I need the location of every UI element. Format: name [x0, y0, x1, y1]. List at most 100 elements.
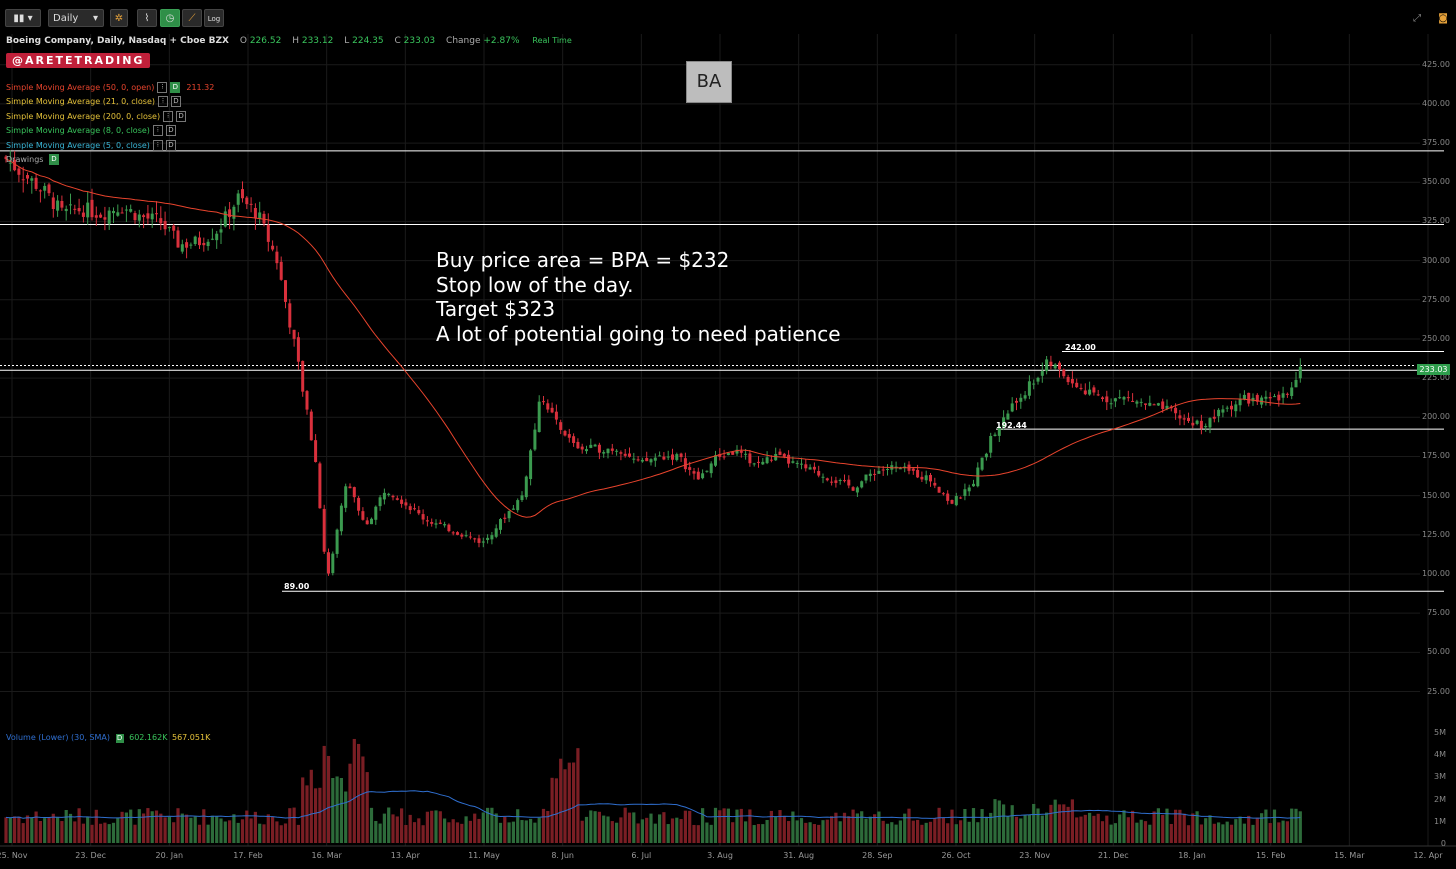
candle-body	[430, 522, 434, 524]
candle-body	[649, 459, 653, 463]
volume-bar	[821, 820, 825, 843]
candle-body	[997, 426, 1001, 436]
volume-bar	[464, 816, 468, 843]
candle-body	[701, 473, 705, 479]
volume-bar	[176, 808, 180, 843]
candle-body	[1113, 398, 1117, 402]
expand-icon[interactable]: ⤢	[1413, 13, 1422, 24]
close-value: 233.03	[403, 36, 436, 46]
volume-bar	[584, 816, 589, 843]
camera-icon[interactable]: ◙	[1438, 13, 1448, 24]
legend-menu-button[interactable]: ⁝	[152, 125, 163, 137]
settings-button[interactable]: ✲	[110, 9, 128, 27]
volume-bar	[451, 819, 455, 843]
legend-toggle-button[interactable]: D	[165, 139, 176, 151]
level-lines	[0, 150, 1444, 592]
candle-body	[1088, 389, 1092, 395]
candle-body	[185, 242, 189, 248]
legend-menu-button[interactable]: ⁝	[157, 82, 168, 93]
clock-button[interactable]: ◷	[160, 9, 180, 27]
price-tick-label: 50.00	[1427, 647, 1450, 657]
volume-bar	[666, 824, 670, 843]
legend-menu-button[interactable]: ⁝	[152, 139, 163, 151]
candle-body	[1015, 400, 1018, 403]
candle-body	[675, 454, 679, 460]
indicator-button[interactable]: ⌇	[137, 9, 157, 27]
volume-bar	[567, 762, 571, 843]
volume-bar	[1174, 809, 1178, 843]
candle-body	[748, 453, 752, 464]
volume-bar	[473, 813, 477, 843]
candle-body	[817, 471, 821, 476]
volume-ma-line	[5, 790, 1301, 819]
date-tick-label: 31. Aug	[783, 851, 815, 860]
symbol-title: Boeing Company, Daily, Nasdaq + Cboe BZX	[6, 36, 229, 46]
legend-toggle-button[interactable]: D	[170, 82, 181, 93]
legend-label: Simple Moving Average (200, 0, close)	[6, 111, 161, 121]
volume-bar	[954, 824, 958, 843]
volume-bar	[425, 811, 429, 843]
volume-tick-label: 4M	[1434, 750, 1446, 760]
volume-bar	[56, 817, 60, 843]
volume-bar	[1156, 808, 1160, 843]
volume-bar	[1053, 799, 1057, 843]
volume-bar	[662, 812, 666, 843]
candle-body	[262, 213, 266, 224]
volume-bar	[430, 810, 434, 843]
drawings-toggle[interactable]: D	[48, 154, 59, 165]
candle-body	[1161, 401, 1165, 409]
volume-toggle[interactable]: D	[115, 734, 124, 743]
candle-body	[1191, 422, 1195, 426]
candle-body	[77, 208, 81, 212]
draw-button[interactable]: ⟋	[182, 9, 202, 27]
volume-bar	[309, 769, 313, 843]
volume-bar	[301, 777, 305, 843]
candle-body	[305, 391, 309, 410]
volume-bar	[1088, 812, 1092, 843]
legend-menu-button[interactable]: ⁝	[163, 110, 174, 122]
volume-bar	[774, 816, 778, 843]
drawings-row: Drawings D	[6, 153, 59, 166]
volume-bar	[1096, 813, 1100, 843]
volume-bar	[619, 817, 623, 843]
candle-body	[1234, 404, 1238, 412]
candle-body	[1195, 420, 1199, 424]
candle-body	[567, 434, 571, 438]
candle-body	[34, 177, 38, 189]
volume-bar	[387, 807, 391, 843]
legend-toggle-button[interactable]: D	[165, 125, 176, 137]
legend-toggle-button[interactable]: D	[171, 96, 181, 108]
window-controls: ⤢ ◙	[1413, 13, 1448, 24]
log-scale-button[interactable]: Log	[204, 9, 224, 27]
volume-bar	[326, 755, 331, 843]
candle-body	[1230, 405, 1233, 410]
candle-body	[361, 511, 365, 520]
candle-body	[159, 218, 163, 224]
legend-menu-button[interactable]: ⁝	[158, 96, 168, 108]
volume-bar	[541, 808, 546, 843]
candle-body	[1187, 418, 1190, 422]
candle-body	[339, 505, 343, 532]
candle-body	[559, 422, 563, 430]
chart-type-button[interactable]: ▮▮ ▾	[5, 9, 41, 27]
volume-bar	[77, 808, 81, 843]
legend-toggle-button[interactable]: D	[176, 110, 187, 122]
volume-bar	[116, 818, 120, 843]
volume-bar	[1298, 811, 1302, 843]
volume-bar	[1143, 821, 1148, 843]
candle-body	[533, 429, 537, 450]
date-tick-label: 16. Mar	[311, 851, 342, 860]
volume-tick-label: 5M	[1434, 728, 1446, 737]
volume-bar	[180, 813, 184, 843]
candle-body	[352, 487, 356, 498]
candle-body	[417, 510, 421, 514]
candle-body	[249, 203, 253, 205]
volume-bar	[1092, 815, 1096, 843]
volume-bar	[963, 808, 967, 843]
volume-bar	[1049, 804, 1053, 843]
volume-bar	[438, 811, 442, 843]
interval-select[interactable]: Daily ▾	[48, 9, 104, 27]
candle-body	[1255, 394, 1259, 402]
volume-bar	[1199, 824, 1203, 843]
